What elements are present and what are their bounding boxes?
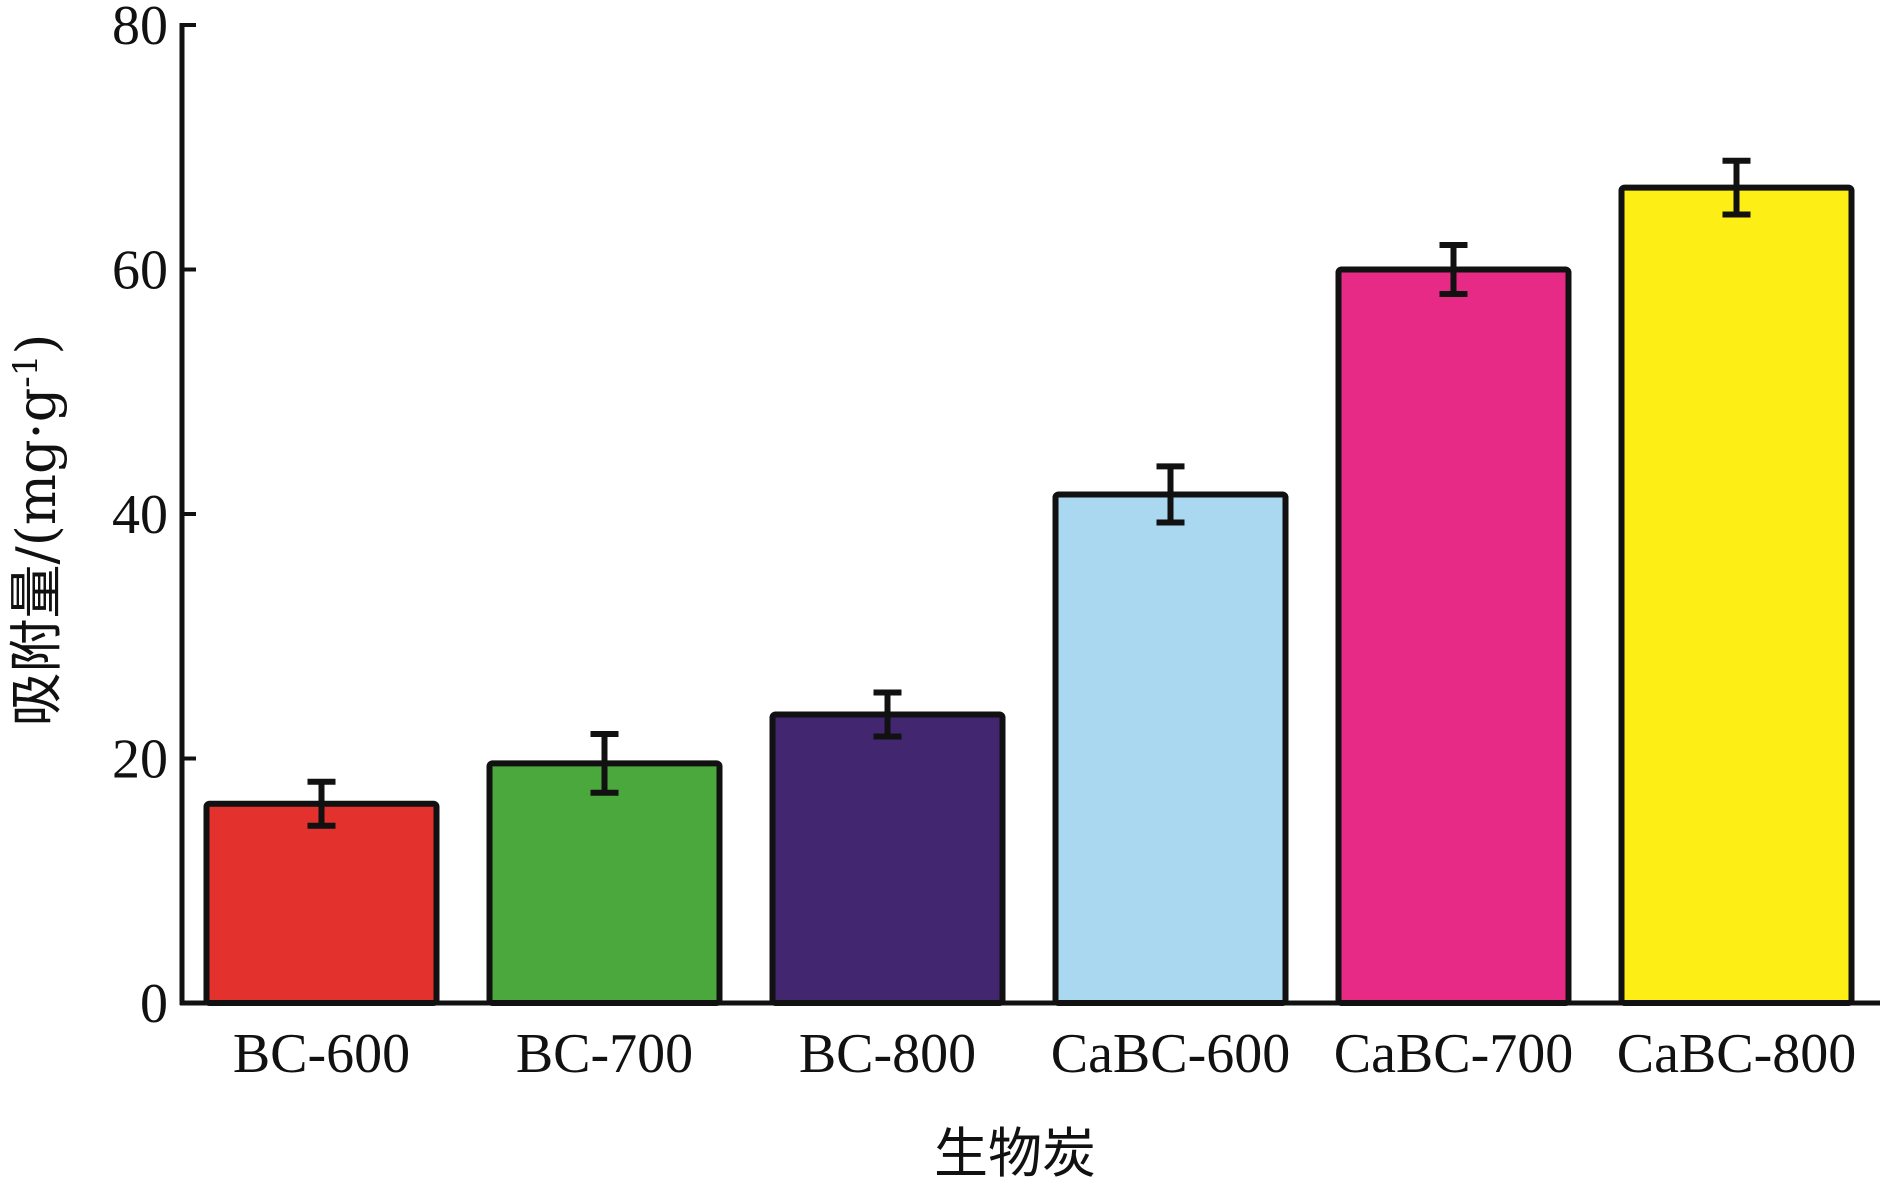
x-tick-label: BC-700: [516, 1023, 693, 1085]
y-tick-label: 20: [112, 729, 168, 791]
bar: [1618, 184, 1855, 1006]
y-axis-title-superscript: -1: [6, 355, 46, 388]
y-axis-title-main: 吸附量/(mg·g: [5, 388, 68, 727]
bar: [486, 760, 723, 1007]
y-ticks: 0 20 40 60 80: [112, 0, 196, 1035]
x-tick-labels: BC-600 BC-700 BC-800 CaBC-600 CaBC-700 CaBC-8…: [233, 1023, 1856, 1085]
bar: [203, 800, 440, 1006]
bar: [1052, 491, 1289, 1006]
x-tick-label: CaBC-700: [1334, 1023, 1574, 1085]
y-tick-label: 40: [112, 484, 168, 546]
error-bars: [307, 157, 1751, 829]
y-axis-title-suffix: ): [5, 334, 68, 355]
bar: [769, 711, 1006, 1006]
y-axis-title: 吸附量/(mg·g-1): [5, 334, 68, 727]
x-tick-label: BC-800: [799, 1023, 976, 1085]
bars: [203, 184, 1855, 1007]
x-axis-title: 生物炭: [934, 1122, 1096, 1181]
y-tick-label: 80: [112, 0, 168, 57]
x-tick-label: CaBC-600: [1051, 1023, 1291, 1085]
y-tick-label: 0: [140, 973, 168, 1035]
x-tick-label: CaBC-800: [1617, 1023, 1857, 1085]
y-tick-label: 60: [112, 240, 168, 302]
x-tick-label: BC-600: [233, 1023, 410, 1085]
bar: [1335, 266, 1572, 1006]
